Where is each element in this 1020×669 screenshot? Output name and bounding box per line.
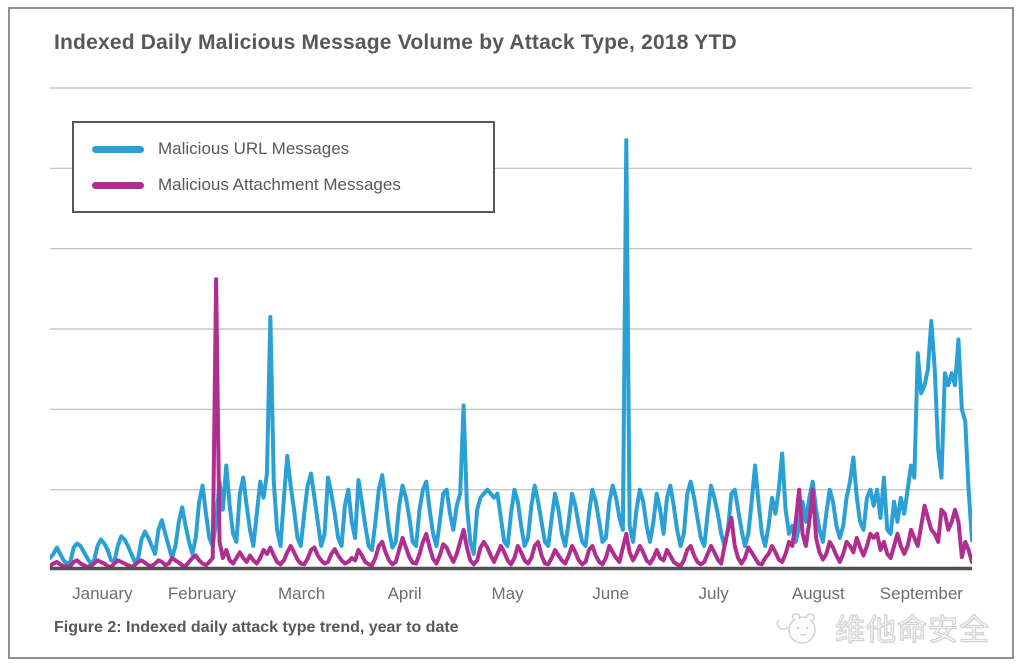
attachment-messages-line — [50, 279, 972, 567]
watermark-text: 维他命安全 — [834, 613, 990, 647]
month-label: April — [387, 584, 422, 603]
month-label: June — [592, 584, 630, 603]
chart-area: January February March April May June July Augu… — [50, 86, 972, 616]
legend-label: Malicious URL Messages — [158, 139, 350, 158]
month-label: August — [791, 584, 845, 603]
month-label: September — [879, 584, 963, 603]
chart-title: Indexed Daily Malicious Message Volume b… — [54, 31, 737, 54]
month-label: March — [277, 584, 326, 603]
legend-swatch — [92, 145, 144, 153]
url-messages-line — [50, 140, 972, 563]
month-label: May — [491, 584, 524, 603]
month-label: January — [72, 584, 133, 603]
report-panel: Indexed Daily Malicious Message Volume b… — [8, 7, 1014, 659]
chart-legend: Malicious URL Messages Malicious Attachm… — [72, 121, 495, 213]
legend-swatch — [92, 181, 144, 189]
legend-label: Malicious Attachment Messages — [158, 175, 401, 194]
month-label: July — [698, 584, 729, 603]
month-label: February — [167, 584, 236, 603]
legend-item-attachment: Malicious Attachment Messages — [92, 175, 493, 195]
mascot-logo-icon — [776, 613, 816, 644]
watermark: 维他命安全 — [775, 605, 990, 649]
x-axis-month-labels: January February March April May June July Augu… — [50, 584, 972, 608]
legend-item-url: Malicious URL Messages — [92, 139, 493, 159]
figure-caption: Figure 2: Indexed daily attack type tren… — [54, 619, 459, 636]
plot-svg — [50, 86, 972, 571]
